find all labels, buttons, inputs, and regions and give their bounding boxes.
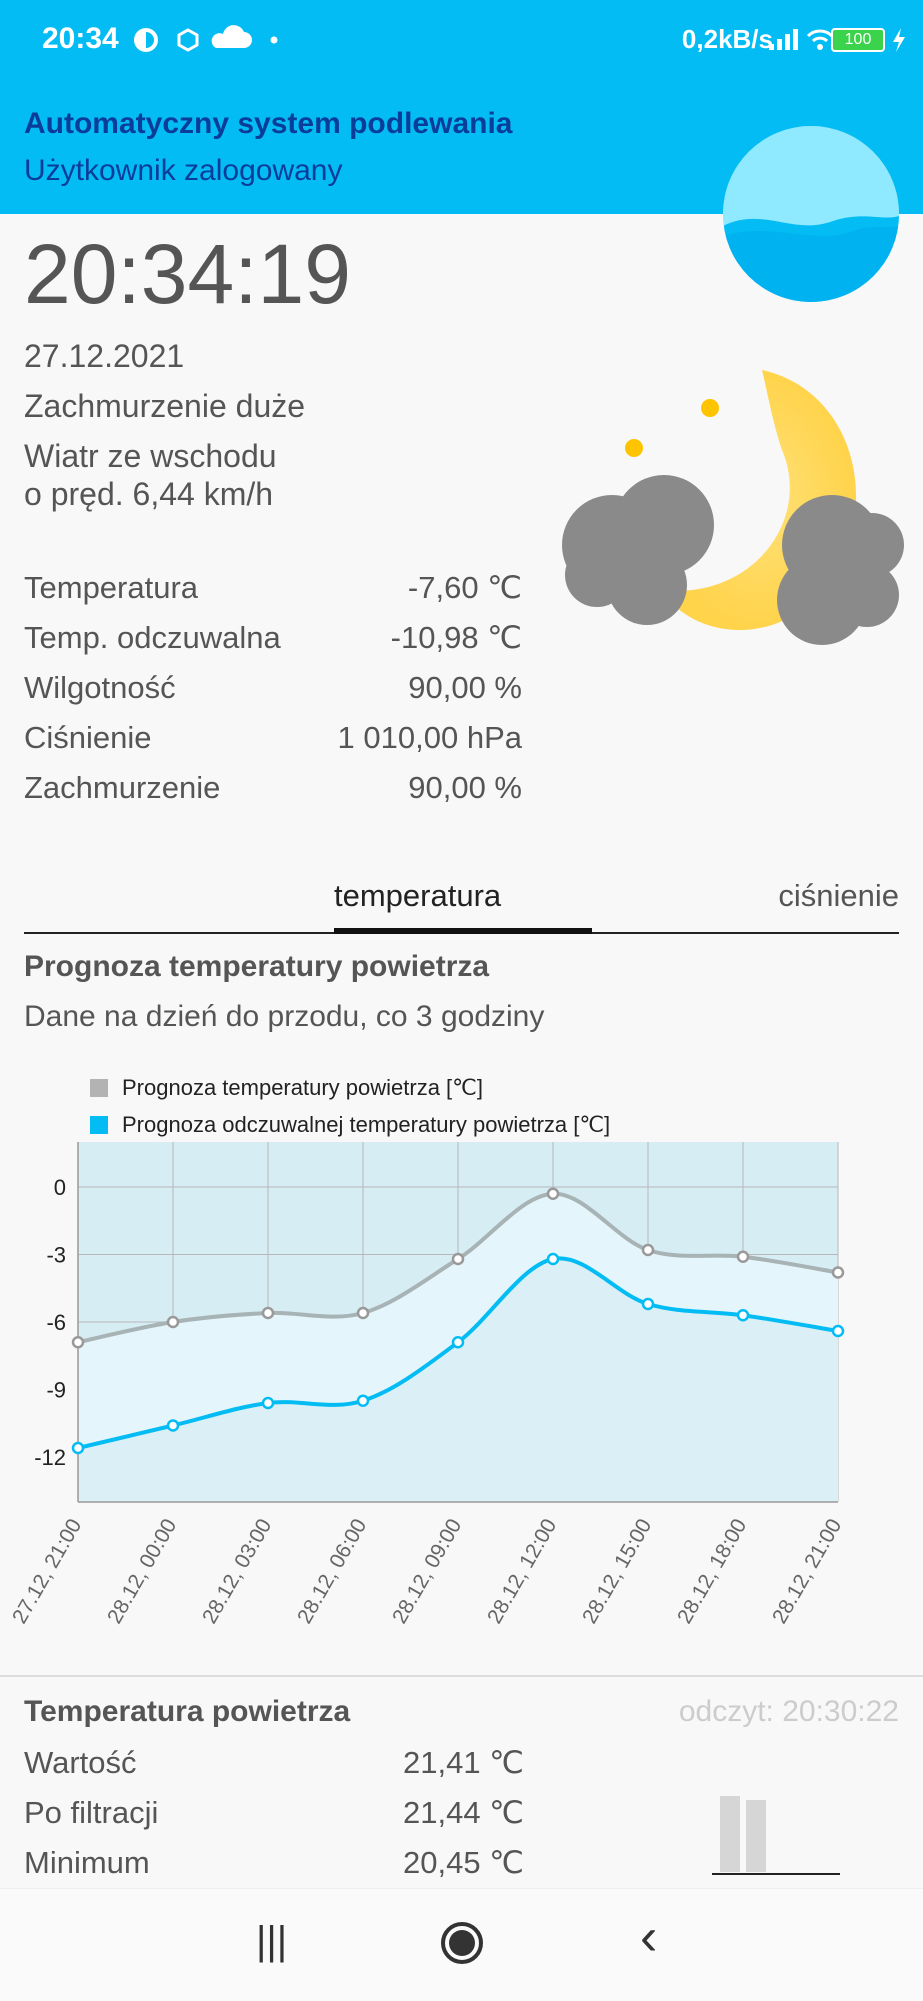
app-title: Automatyczny system podlewania xyxy=(24,107,513,140)
wind-line-2: o pręd. 6,44 km/h xyxy=(24,476,274,512)
recent-apps-button[interactable]: ||| xyxy=(256,1919,288,1963)
weather-row: Wilgotność 90,00 % xyxy=(24,670,522,706)
x-tick-label: 28.12, 09:00 xyxy=(388,1515,466,1628)
data-point-0 xyxy=(71,1336,85,1349)
data-point-1 xyxy=(641,1297,655,1311)
reading-row: Po filtracji 21,44 ℃ xyxy=(24,1795,524,1831)
data-point-0 xyxy=(356,1306,370,1320)
weather-row-label: Temperatura xyxy=(24,570,199,605)
data-point-0 xyxy=(736,1250,750,1263)
weather-row: Temp. odczuwalna -10,98 ℃ xyxy=(24,620,522,656)
tab-cisnienie[interactable]: ciśnienie xyxy=(778,878,899,913)
data-point-1 xyxy=(166,1419,180,1432)
reading-row-label: Po filtracji xyxy=(24,1795,159,1830)
data-point-0 xyxy=(641,1243,655,1257)
data-point-1 xyxy=(451,1336,465,1349)
legend-swatch-temp xyxy=(90,1079,108,1097)
x-tick-label: 28.12, 21:00 xyxy=(768,1515,846,1628)
chart-tabs: temperatura ciśnienie xyxy=(24,870,899,934)
reading-row-value: 21,41 ℃ xyxy=(402,1745,524,1780)
x-tick-label: 28.12, 12:00 xyxy=(483,1515,561,1628)
x-tick-label: 27.12, 21:00 xyxy=(8,1515,86,1628)
data-point-1 xyxy=(736,1309,750,1322)
app-header: Automatyczny system podlewania Użytkowni… xyxy=(0,82,923,214)
chart-title: Prognoza temperatury powietrza xyxy=(24,950,490,983)
data-point-0 xyxy=(831,1266,845,1279)
weather-row: Ciśnienie 1 010,00 hPa xyxy=(24,720,522,756)
area-fill-lower xyxy=(78,1258,838,1502)
weather-row-value: 90,00 % xyxy=(408,770,522,805)
status-notification-icons xyxy=(132,24,292,65)
data-point-0 xyxy=(546,1187,560,1200)
back-button[interactable]: ‹ xyxy=(640,1908,658,1966)
reading-row-label: Minimum xyxy=(24,1845,150,1880)
chart-subtitle: Dane na dzień do przodu, co 3 godziny xyxy=(24,1000,545,1033)
x-tick-label: 28.12, 15:00 xyxy=(578,1515,656,1628)
weather-row-value: -7,60 ℃ xyxy=(407,570,522,605)
wifi-icon xyxy=(805,26,835,59)
data-point-1 xyxy=(831,1324,845,1338)
y-tick-label: -12 xyxy=(34,1445,66,1470)
y-tick-label: -6 xyxy=(46,1310,66,1335)
x-tick-label: 28.12, 03:00 xyxy=(198,1515,276,1628)
y-tick-label: 0 xyxy=(54,1175,66,1200)
signal-icon xyxy=(769,28,803,57)
weather-row-label: Wilgotność xyxy=(24,670,176,705)
thermometer-bars-icon xyxy=(712,1790,840,1876)
weather-row-value: -10,98 ℃ xyxy=(390,620,522,655)
night-cloudy-icon xyxy=(552,360,904,670)
x-tick-label: 28.12, 18:00 xyxy=(673,1515,751,1628)
legend-label-feels: Prognoza odczuwalnej temperatury powietr… xyxy=(122,1112,611,1137)
cloudiness-description: Zachmurzenie duże xyxy=(24,388,306,424)
app-logo xyxy=(723,126,899,302)
reading-title: Temperatura powietrza xyxy=(24,1695,351,1728)
data-point-1 xyxy=(546,1252,560,1266)
legend-item-feels: Prognoza odczuwalnej temperatury powietr… xyxy=(90,1112,610,1138)
data-point-0 xyxy=(166,1315,180,1329)
data-point-1 xyxy=(261,1396,275,1410)
tab-temperatura[interactable]: temperatura xyxy=(334,878,502,913)
charging-icon xyxy=(891,28,907,57)
y-tick-label: -3 xyxy=(46,1243,66,1268)
active-tab-indicator xyxy=(334,928,592,934)
wind-line-1: Wiatr ze wschodu xyxy=(24,438,277,474)
weather-row-value: 90,00 % xyxy=(408,670,522,705)
reading-row: Wartość 21,41 ℃ xyxy=(24,1745,524,1781)
reading-row-value: 21,44 ℃ xyxy=(402,1795,524,1830)
data-point-0 xyxy=(451,1252,465,1266)
section-divider xyxy=(0,1675,923,1677)
home-button[interactable] xyxy=(438,1919,486,1977)
reading-row-label: Wartość xyxy=(24,1745,137,1780)
reading-row-value: 20,45 ℃ xyxy=(402,1845,524,1880)
weather-row: Temperatura -7,60 ℃ xyxy=(24,570,522,606)
weather-row: Zachmurzenie 90,00 % xyxy=(24,770,522,806)
reading-row: Minimum 20,45 ℃ xyxy=(24,1845,524,1881)
data-point-0 xyxy=(261,1306,275,1320)
battery-icon: 100 xyxy=(831,28,885,52)
legend-label-temp: Prognoza temperatury powietrza [℃] xyxy=(122,1075,483,1100)
legend-swatch-feels xyxy=(90,1116,108,1134)
legend-item-temp: Prognoza temperatury powietrza [℃] xyxy=(90,1075,483,1101)
data-point-1 xyxy=(71,1441,85,1455)
data-point-1 xyxy=(356,1394,370,1407)
system-nav-bar: ||| ‹ xyxy=(0,1888,923,2001)
notification-icons xyxy=(134,25,278,52)
status-bar: 20:34 0,2kB/s 100 xyxy=(0,0,923,82)
status-time: 20:34 xyxy=(42,22,119,55)
weather-row-value: 1 010,00 hPa xyxy=(337,720,522,755)
band-fill xyxy=(78,1193,838,1448)
weather-row-label: Ciśnienie xyxy=(24,720,152,755)
y-tick-label: -9 xyxy=(46,1378,66,1403)
network-speed: 0,2kB/s xyxy=(681,24,773,54)
x-tick-label: 28.12, 00:00 xyxy=(103,1515,181,1628)
current-time: 20:34:19 xyxy=(24,227,351,321)
weather-row-label: Zachmurzenie xyxy=(24,770,221,805)
x-tick-label: 28.12, 06:00 xyxy=(293,1515,371,1628)
reading-timestamp: odczyt: 20:30:22 xyxy=(678,1695,899,1728)
weather-row-label: Temp. odczuwalna xyxy=(24,620,281,655)
login-status: Użytkownik zalogowany xyxy=(24,154,343,187)
current-date: 27.12.2021 xyxy=(24,338,185,374)
